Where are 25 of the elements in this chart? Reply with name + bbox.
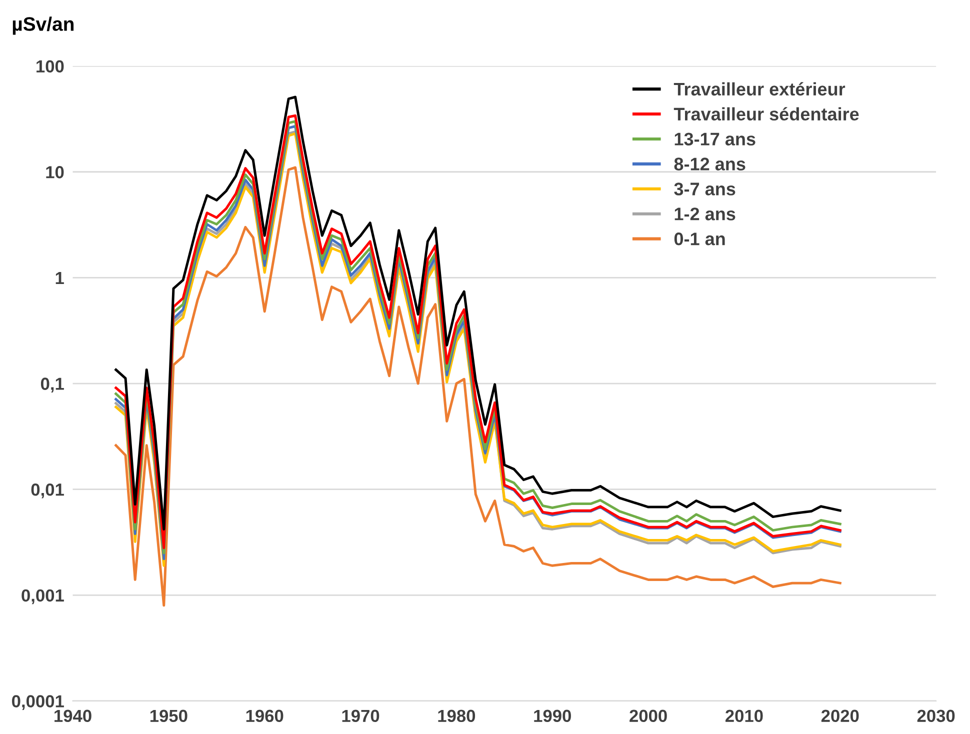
y-tick-label: 0,001 <box>22 589 64 604</box>
y-axis-title: µSv/an <box>12 16 74 35</box>
legend-label: 8-12 ans <box>674 158 746 170</box>
x-tick-label: 2010 <box>726 710 763 722</box>
x-tick-label: 2020 <box>821 710 859 722</box>
legend-label: 13-17 ans <box>674 132 756 146</box>
y-tick-label: 0,0001 <box>12 695 64 710</box>
x-tick-label: 1940 <box>54 710 92 722</box>
x-tick-label: 1970 <box>342 710 380 722</box>
x-tick-label: 1950 <box>150 710 188 722</box>
x-tick-label: 1990 <box>534 710 571 722</box>
y-tick-label: 1 <box>56 272 64 284</box>
y-tick-label: 0,1 <box>40 378 64 392</box>
y-tick-label: 0,01 <box>31 484 64 498</box>
x-tick-label: 1980 <box>438 710 476 722</box>
x-tick-label: 1960 <box>246 710 284 722</box>
legend-label: Travailleur sédentaire <box>674 107 859 121</box>
x-tick-label: 2000 <box>630 710 667 722</box>
legend-label: 1-2 ans <box>674 208 736 220</box>
legend-label: Travailleur extérieur <box>674 82 846 96</box>
legend-label: 3-7 ans <box>674 182 736 196</box>
y-tick-label: 100 <box>36 60 64 73</box>
legend-label: 0-1 an <box>674 232 725 246</box>
x-tick-label: 2030 <box>917 710 955 722</box>
y-tick-label: 10 <box>46 166 64 178</box>
